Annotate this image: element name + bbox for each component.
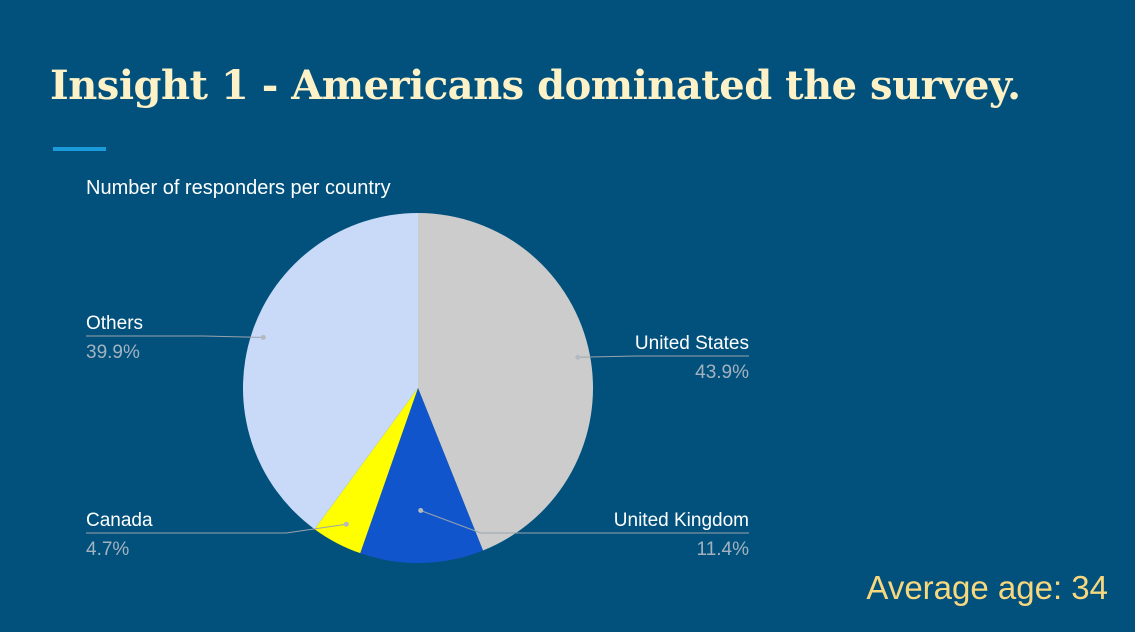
chart-title: Number of responders per country	[86, 177, 391, 199]
leader-dot-canada	[343, 521, 349, 527]
leader-line-others	[86, 335, 264, 338]
pie-slice-united-kingdom	[360, 388, 483, 563]
title-accent-bar	[53, 147, 106, 151]
leader-line-united-states	[577, 355, 749, 358]
pie-slice-canada	[314, 388, 418, 554]
slice-labels: United States 43.9% United Kingdom 11.4% Can…	[86, 313, 749, 560]
leader-line-canada	[86, 523, 347, 534]
leader-dot-united-states	[575, 354, 581, 360]
leader-dot-united-kingdom	[418, 507, 424, 513]
slice-label-others: Others	[86, 313, 143, 334]
slide-title: Insight 1 - Americans dominated the surv…	[50, 62, 1021, 109]
slice-label-united-states: United States	[635, 333, 749, 354]
leader-line-united-kingdom	[420, 510, 749, 534]
slice-percent-canada: 4.7%	[86, 539, 129, 560]
pie-slice-others	[242, 213, 418, 530]
pie-slice-united-states	[418, 213, 593, 551]
leader-dot-others	[260, 334, 266, 340]
slice-percent-others: 39.9%	[86, 342, 140, 363]
pie-slices	[242, 213, 593, 563]
slice-label-united-kingdom: United Kingdom	[614, 510, 749, 531]
slice-label-canada: Canada	[86, 510, 153, 531]
slice-percent-united-states: 43.9%	[695, 362, 749, 383]
slice-percent-united-kingdom: 11.4%	[697, 539, 750, 560]
average-age-note: Average age: 34	[866, 569, 1108, 606]
